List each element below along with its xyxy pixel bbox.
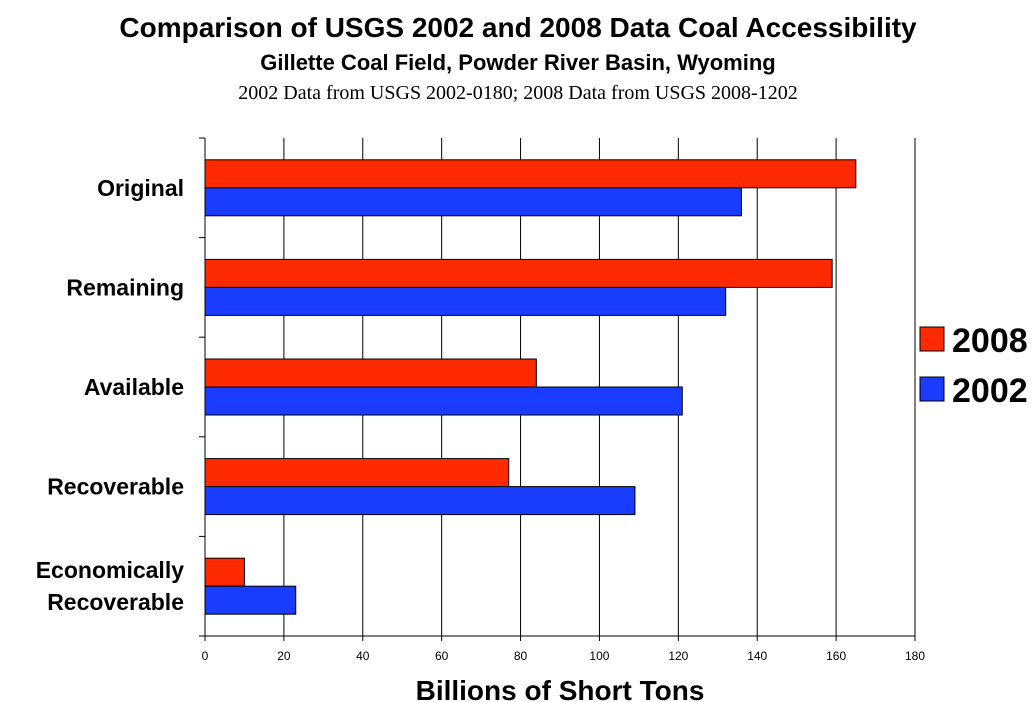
bar-2008	[204, 557, 245, 587]
chart-source-note: 2002 Data from USGS 2002-0180; 2008 Data…	[238, 82, 798, 104]
category-label: Original	[97, 175, 184, 201]
x-tick-label: 100	[589, 649, 609, 663]
bar-2008	[204, 458, 510, 488]
legend-label: 2002	[952, 372, 1028, 410]
chart-title: Comparison of USGS 2002 and 2008 Data Co…	[119, 12, 917, 43]
x-tick-label: 120	[668, 649, 688, 663]
x-tick-label: 40	[356, 649, 370, 663]
bar-2008	[204, 258, 833, 288]
category-label: Economically	[36, 557, 184, 583]
bar-2008	[204, 159, 857, 189]
x-tick-label: 80	[514, 649, 528, 663]
category-label: Recoverable	[47, 474, 184, 500]
x-tick-label: 180	[905, 649, 925, 663]
x-tick-label: 140	[747, 649, 767, 663]
legend-swatch-2002	[919, 376, 945, 402]
x-axis-label: Billions of Short Tons	[416, 675, 705, 702]
bar-2008	[204, 358, 537, 388]
legend-label: 2008	[952, 322, 1028, 360]
bar-2002	[204, 386, 683, 416]
bar-2002	[204, 486, 636, 516]
bar-2002	[204, 585, 297, 615]
x-tick-label: 0	[202, 649, 209, 663]
category-label: Recoverable	[47, 589, 184, 615]
bar-2002	[204, 187, 742, 217]
legend-swatch-2008	[919, 326, 945, 352]
category-label: Available	[84, 374, 184, 400]
x-tick-label: 160	[826, 649, 846, 663]
chart-subtitle: Gillette Coal Field, Powder River Basin,…	[260, 50, 776, 75]
x-tick-label: 60	[435, 649, 449, 663]
x-tick-label: 20	[277, 649, 291, 663]
bar-2002	[204, 286, 727, 316]
category-label: Remaining	[66, 274, 184, 300]
